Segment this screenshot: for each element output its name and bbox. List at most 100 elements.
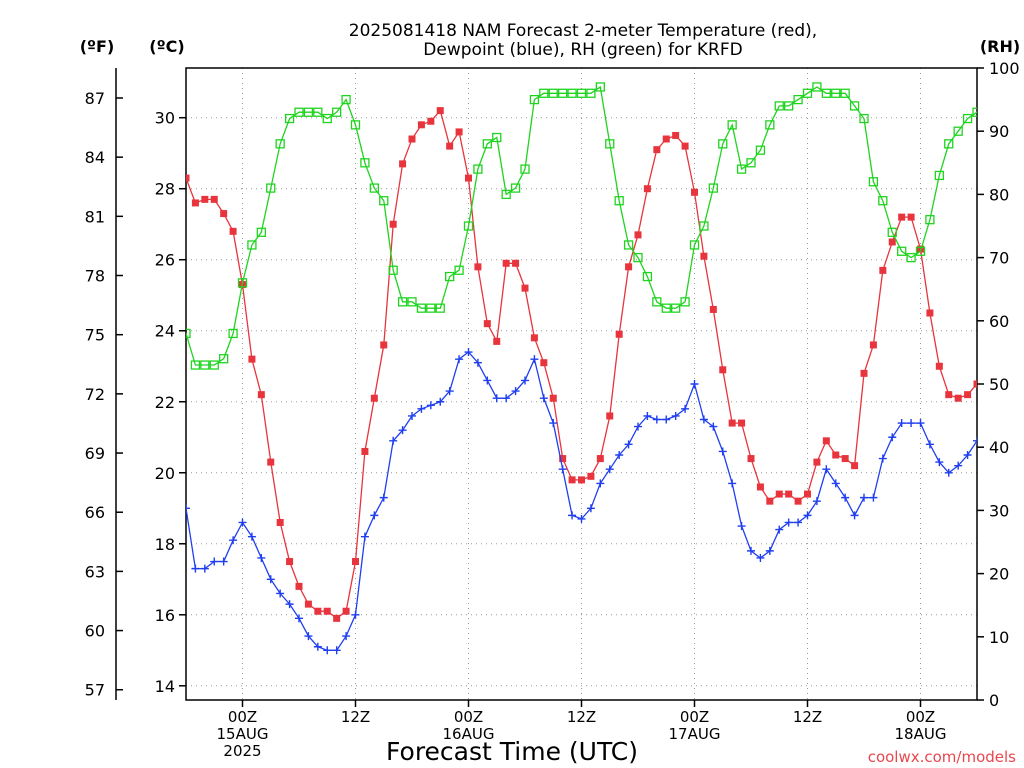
- rh-tick-label: 100: [989, 59, 1020, 78]
- temperature-point: [304, 600, 312, 608]
- dewpoint-point: [737, 522, 746, 531]
- rh-point: [256, 227, 266, 237]
- rh-point: [934, 170, 944, 181]
- rh-point: [915, 246, 926, 256]
- fahrenheit-tick-label: 66: [85, 503, 105, 522]
- dewpoint-point: [389, 436, 398, 445]
- temperature-point: [455, 128, 463, 136]
- dewpoint-point: [473, 358, 482, 367]
- temperature-point: [888, 238, 896, 246]
- dewpoint-point: [775, 525, 784, 534]
- fahrenheit-tick-label: 60: [85, 622, 105, 641]
- dewpoint-point: [257, 553, 266, 562]
- temperature-point: [380, 341, 388, 349]
- temperature-point: [502, 259, 510, 267]
- rh-point: [821, 88, 831, 98]
- rh-point: [831, 88, 841, 98]
- dewpoint-point: [247, 532, 256, 541]
- rh-point: [379, 196, 389, 206]
- dewpoint-point: [530, 355, 539, 364]
- dewpoint-point: [624, 440, 633, 449]
- rh-point: [906, 252, 916, 263]
- rh-point: [718, 139, 728, 149]
- dewpoint-point: [492, 394, 501, 403]
- temperature-point: [691, 188, 698, 196]
- rh-point: [614, 196, 624, 206]
- temperature-point: [521, 284, 529, 292]
- x-tick-label: 17AUG: [669, 725, 721, 743]
- temperature-point: [672, 131, 680, 139]
- dewpoint-point: [332, 646, 341, 655]
- rh-point: [219, 354, 229, 364]
- rh-point: [341, 94, 351, 105]
- dewpoint-point: [963, 451, 972, 460]
- dewpoint-point: [549, 419, 558, 428]
- rh-point: [284, 113, 295, 124]
- x-tick-label: 00Z: [906, 708, 935, 726]
- temperature-point: [408, 135, 416, 143]
- dewpoint-point: [351, 610, 360, 619]
- x-tick-label: 00Z: [454, 708, 483, 726]
- rh-point: [736, 164, 747, 174]
- rh-point: [652, 297, 662, 307]
- temperature-point: [399, 160, 407, 168]
- celsius-tick-label: 18: [155, 535, 175, 554]
- rh-point: [473, 164, 483, 174]
- dewpoint-point: [690, 380, 699, 388]
- rh-point: [746, 158, 756, 168]
- temperature-point: [973, 380, 977, 388]
- temperature-point: [766, 497, 774, 505]
- temperature-point: [352, 558, 359, 566]
- rh-point: [350, 120, 361, 130]
- rh-point: [576, 88, 587, 98]
- dewpoint-point: [907, 419, 916, 428]
- dewpoint-point: [200, 564, 209, 573]
- rh-tick-label: 90: [989, 122, 1009, 141]
- dewpoint-point: [699, 415, 708, 424]
- rh-point: [680, 297, 690, 307]
- celsius-tick-label: 20: [155, 464, 175, 483]
- rh-point: [849, 101, 860, 111]
- dewpoint-point: [718, 447, 727, 456]
- temperature-point: [210, 195, 218, 203]
- rh-point: [972, 107, 977, 117]
- x-tick-label: 15AUG: [217, 725, 269, 743]
- rh-point: [962, 113, 973, 124]
- series-group: [186, 82, 977, 655]
- fahrenheit-unit-label: (ºF): [80, 37, 115, 56]
- dewpoint-point: [662, 415, 671, 424]
- dewpoint-point: [502, 394, 511, 403]
- x-tick-label: 00Z: [228, 708, 257, 726]
- rh-point: [802, 88, 813, 98]
- rh-point: [605, 139, 615, 149]
- dewpoint-point: [973, 436, 977, 445]
- x-tick-label: 18AUG: [895, 725, 947, 743]
- temperature-point: [738, 419, 746, 427]
- rh-tick-label: 70: [989, 249, 1009, 268]
- dewpoint-point: [464, 348, 473, 357]
- temperature-point: [681, 142, 689, 150]
- x-tick-label: 00Z: [680, 708, 709, 726]
- dewpoint-point: [869, 493, 878, 502]
- temperature-point: [257, 391, 265, 399]
- dewpoint-point: [756, 553, 765, 562]
- dewpoint-point: [615, 451, 624, 460]
- temperature-point: [709, 305, 717, 313]
- rh-point: [586, 88, 596, 98]
- rh-point: [529, 94, 540, 105]
- rh-point: [426, 303, 436, 313]
- fahrenheit-tick-label: 78: [85, 267, 105, 286]
- temperature-point: [653, 146, 661, 154]
- dewpoint-point: [436, 397, 445, 406]
- temperature-point: [191, 199, 199, 207]
- dewpoint-point: [944, 468, 953, 477]
- dewpoint-point: [238, 518, 247, 527]
- temperature-point: [747, 455, 755, 463]
- rh-point: [925, 215, 935, 225]
- temperature-point: [465, 174, 472, 182]
- rh-point: [332, 107, 342, 117]
- dewpoint-point: [916, 419, 925, 428]
- dewpoint-point: [888, 433, 897, 442]
- rh-point: [548, 88, 558, 98]
